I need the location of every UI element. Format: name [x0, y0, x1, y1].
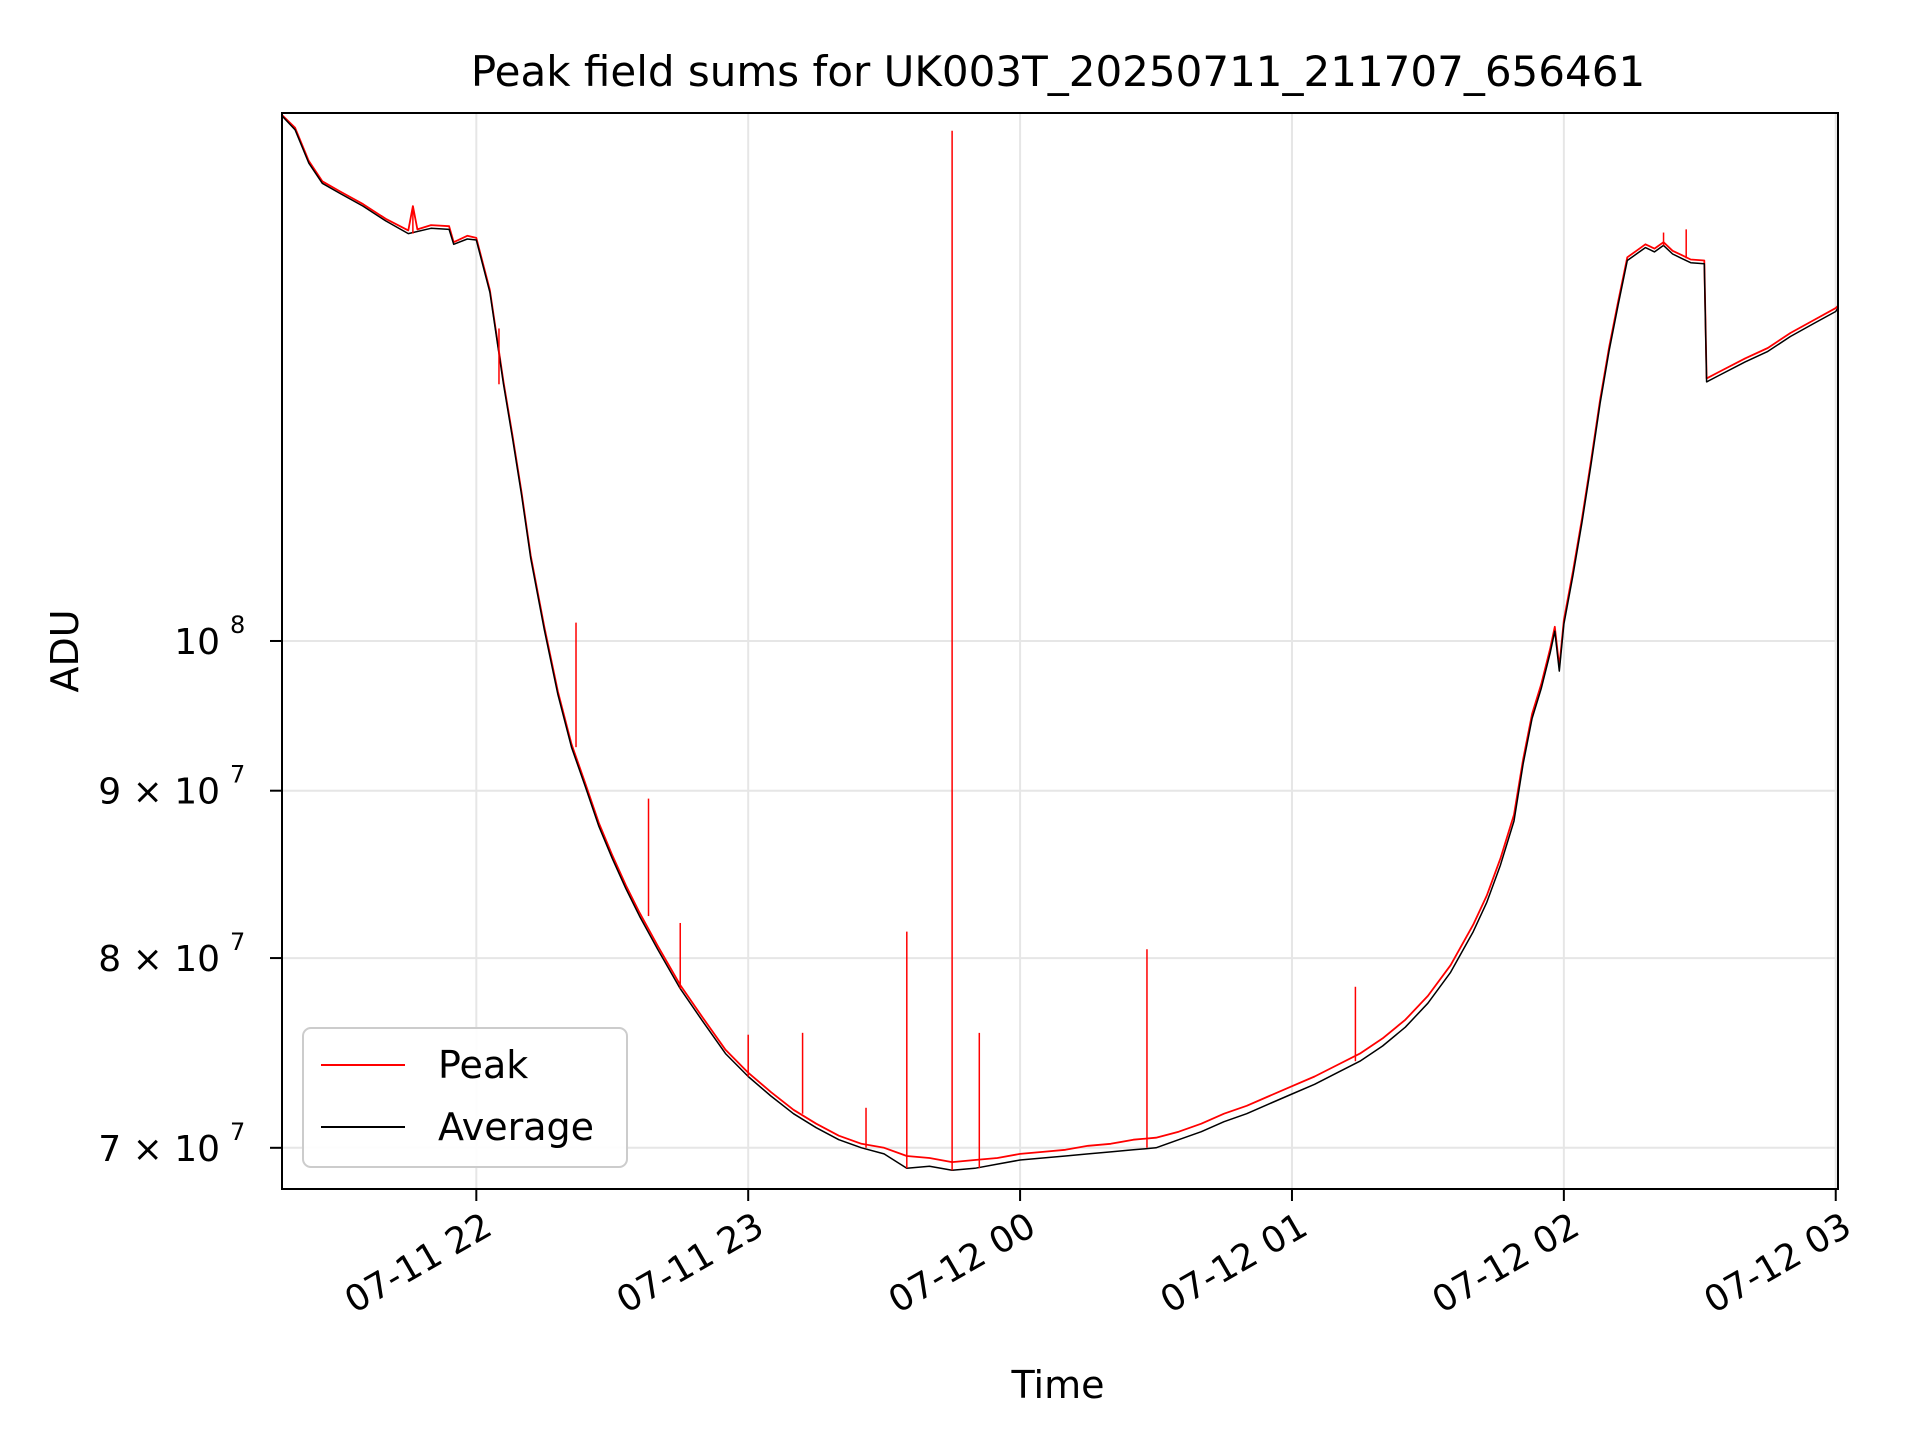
legend-box [302, 1027, 628, 1168]
legend-average-label: Average [438, 1105, 594, 1149]
plot-frame [281, 112, 1839, 1190]
y-tick-label: 8 × 10 [98, 939, 220, 980]
y-tick-exponent: 7 [230, 761, 245, 789]
y-tick-exponent: 8 [230, 611, 245, 639]
grid [282, 113, 1838, 1189]
y-tick-label: 9 × 10 [98, 772, 220, 813]
legend-peak-label: Peak [438, 1043, 528, 1087]
chart-title: Peak field sums for UK003T_20250711_2117… [471, 47, 1645, 96]
y-tick-exponent: 7 [230, 1118, 245, 1146]
x-axis-label: Time [1011, 1363, 1105, 1407]
y-axis-label: ADU [43, 609, 87, 692]
legend: Peak Average [302, 1027, 628, 1168]
plot-area [282, 113, 1838, 1189]
y-tick-label: 7 × 10 [98, 1129, 220, 1170]
y-tick-exponent: 7 [230, 928, 245, 956]
series-line-average [281, 115, 1839, 1172]
y-axis: 7 × 10 7 8 × 10 7 9 × 10 7 10 8 [98, 611, 282, 1170]
y-tick-label: 10 [174, 622, 220, 663]
series-lines [281, 114, 1839, 1172]
